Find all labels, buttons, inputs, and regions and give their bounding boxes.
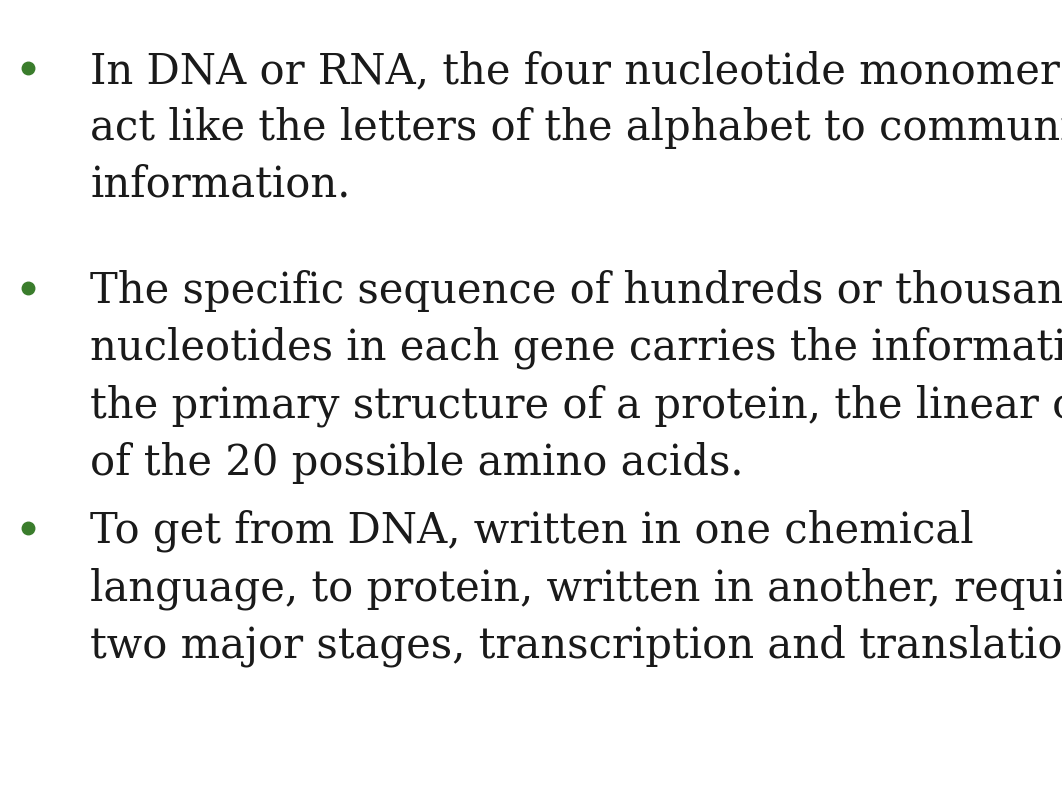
Text: In DNA or RNA, the four nucleotide monomers
act like the letters of the alphabet: In DNA or RNA, the four nucleotide monom… <box>90 50 1062 206</box>
Text: The specific sequence of hundreds or thousands of
nucleotides in each gene carri: The specific sequence of hundreds or tho… <box>90 270 1062 484</box>
Text: To get from DNA, written in one chemical
language, to protein, written in anothe: To get from DNA, written in one chemical… <box>90 510 1062 667</box>
